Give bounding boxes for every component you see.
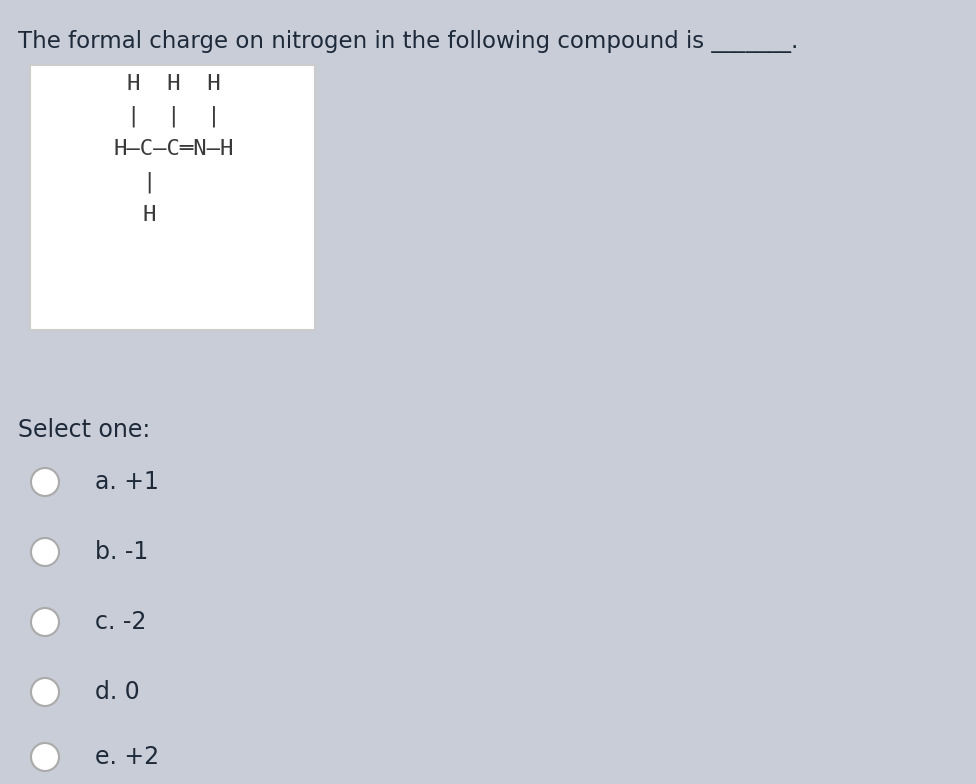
Text: Select one:: Select one:: [18, 418, 150, 442]
Text: The formal charge on nitrogen in the following compound is _______.: The formal charge on nitrogen in the fol…: [18, 30, 798, 53]
Text: |: |: [142, 171, 156, 193]
Circle shape: [31, 678, 59, 706]
Text: a. +1: a. +1: [95, 470, 159, 494]
Text: H–C–C═N–H: H–C–C═N–H: [114, 139, 234, 159]
Circle shape: [31, 608, 59, 636]
Text: d. 0: d. 0: [95, 680, 140, 704]
Circle shape: [31, 538, 59, 566]
Text: c. -2: c. -2: [95, 610, 146, 634]
Text: H: H: [142, 205, 156, 225]
Text: b. -1: b. -1: [95, 540, 148, 564]
Text: |  |  |: | | |: [127, 105, 221, 127]
Text: e. +2: e. +2: [95, 745, 159, 769]
Text: H  H  H: H H H: [127, 74, 221, 94]
Circle shape: [31, 468, 59, 496]
Circle shape: [31, 743, 59, 771]
FancyBboxPatch shape: [30, 65, 315, 330]
